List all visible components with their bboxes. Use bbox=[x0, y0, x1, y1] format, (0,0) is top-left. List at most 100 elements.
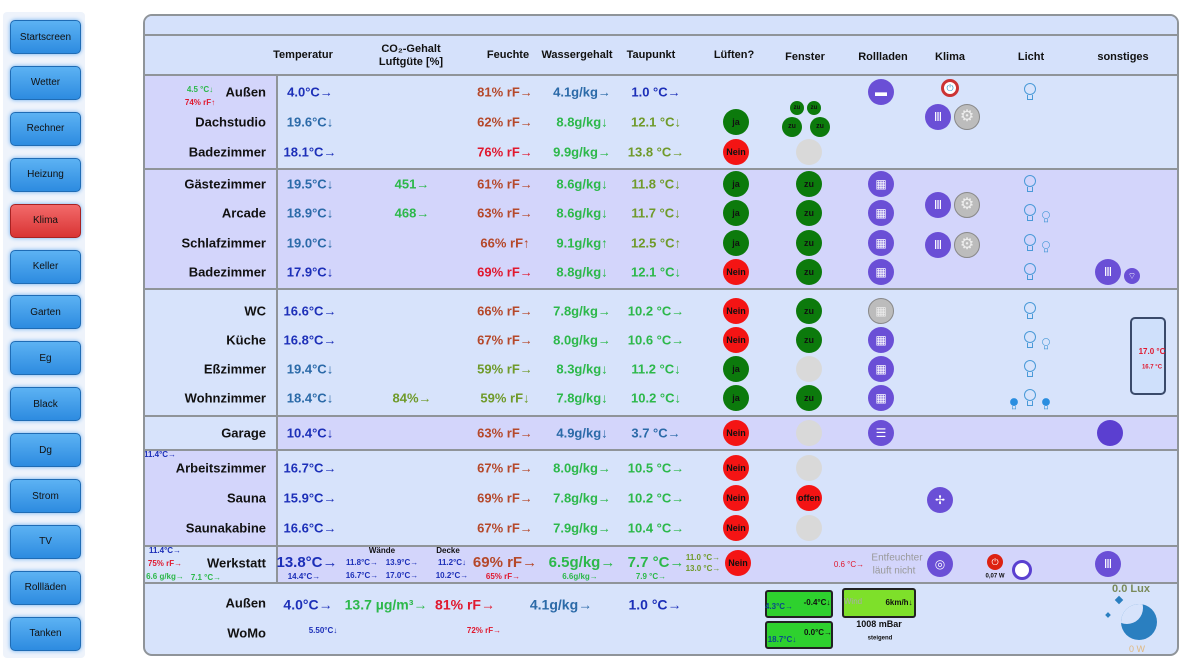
temperature-value: 16.6°C→ bbox=[283, 303, 337, 319]
garage-door-icon[interactable]: ☰ bbox=[868, 420, 894, 446]
nav-wetter[interactable]: Wetter bbox=[10, 65, 81, 100]
ventilate-indicator[interactable]: Nein bbox=[723, 139, 749, 165]
box-temp: 0.0°C→ bbox=[803, 628, 833, 637]
humidity-value: 69% rF→ bbox=[477, 490, 533, 506]
window-icon[interactable]: ▦ bbox=[868, 385, 894, 411]
ventilate-indicator[interactable]: ja bbox=[723, 356, 749, 382]
dehumidifier-icon[interactable]: ◎ bbox=[927, 551, 953, 577]
dewpoint-secondary: 7.9 °C→ bbox=[635, 572, 667, 581]
light-bulb-icon[interactable] bbox=[1024, 204, 1036, 222]
light-bulb-icon[interactable] bbox=[1024, 263, 1036, 281]
ventilate-indicator[interactable]: Nein bbox=[725, 550, 751, 576]
light-bulb-icon[interactable] bbox=[1042, 241, 1050, 253]
nav-rollläden[interactable]: Rollläden bbox=[10, 570, 81, 605]
workshop-side-value: 6.6 g/kg→ bbox=[146, 572, 184, 581]
nav-dg[interactable]: Dg bbox=[10, 433, 81, 468]
ventilate-indicator[interactable]: ja bbox=[723, 200, 749, 226]
light-bulb-icon[interactable] bbox=[1024, 389, 1036, 407]
gear-icon[interactable]: ⚙ bbox=[954, 104, 980, 130]
radiator-icon[interactable]: Ⅲ bbox=[925, 192, 951, 218]
humidity-value: 81% rF→ bbox=[477, 84, 533, 100]
temperature-value: 19.0°C↓ bbox=[286, 235, 334, 251]
wind-box[interactable] bbox=[842, 588, 916, 618]
ventilate-indicator[interactable]: ja bbox=[723, 230, 749, 256]
ventilate-indicator[interactable]: Nein bbox=[723, 420, 749, 446]
window-icon[interactable]: ▦ bbox=[868, 200, 894, 226]
light-bulb-icon[interactable] bbox=[1024, 331, 1036, 349]
temperature-value: 19.6°C↓ bbox=[286, 114, 334, 130]
dimmer-icon[interactable] bbox=[1012, 560, 1032, 580]
wind-label: Wind bbox=[843, 597, 863, 606]
nav-tv[interactable]: TV bbox=[10, 524, 81, 559]
window-grey-icon[interactable]: ▦ bbox=[868, 298, 894, 324]
gear-icon[interactable]: ⚙ bbox=[954, 232, 980, 258]
nav-strom[interactable]: Strom bbox=[10, 479, 81, 513]
ventilate-indicator[interactable]: ja bbox=[723, 385, 749, 411]
fan-icon[interactable]: ✢ bbox=[927, 487, 953, 513]
ventilate-indicator[interactable]: Nein bbox=[723, 485, 749, 511]
ventilate-indicator[interactable]: Nein bbox=[723, 259, 749, 285]
ventilate-indicator[interactable]: Nein bbox=[723, 455, 749, 481]
window-status: zu bbox=[796, 200, 822, 226]
fridge-widget[interactable] bbox=[1130, 317, 1166, 395]
header-co2-sub: Luftgüte [%] bbox=[378, 56, 444, 68]
window-icon[interactable]: ▦ bbox=[868, 327, 894, 353]
light-bulb-icon[interactable] bbox=[1042, 338, 1050, 350]
room-name: Saunakabine bbox=[185, 520, 266, 536]
dewpoint-value: 12.5 °C↑ bbox=[630, 235, 682, 251]
header-window: Fenster bbox=[785, 51, 825, 63]
outside-temp-small: 4.5 °C↓ bbox=[186, 85, 214, 94]
radiator-icon[interactable]: Ⅲ bbox=[1095, 551, 1121, 577]
window-icon[interactable]: ▦ bbox=[868, 259, 894, 285]
temperature-box[interactable] bbox=[765, 621, 833, 649]
light-bulb-icon[interactable] bbox=[1010, 398, 1018, 410]
room-name: Arcade bbox=[221, 205, 266, 221]
ventilate-indicator[interactable]: ja bbox=[723, 171, 749, 197]
water-content-value: 8.8g/kg↓ bbox=[556, 114, 608, 130]
radiator-icon[interactable]: Ⅲ bbox=[925, 232, 951, 258]
sidebar-nav: Startscreen Wetter Rechner Heizung Klima Kell… bbox=[3, 12, 85, 658]
ventilate-indicator[interactable]: Nein bbox=[723, 327, 749, 353]
plug-icon[interactable]: ⏻ bbox=[987, 554, 1003, 570]
signal-icon[interactable]: ⌔ bbox=[1124, 268, 1140, 284]
nav-keller[interactable]: Keller bbox=[10, 249, 81, 284]
toggle-icon[interactable] bbox=[1097, 420, 1123, 446]
outside-humidity-small: 74% rF↑ bbox=[184, 98, 216, 107]
light-bulb-icon[interactable] bbox=[1042, 398, 1050, 410]
nav-garten[interactable]: Garten bbox=[10, 295, 81, 330]
window-icon[interactable]: ▦ bbox=[868, 356, 894, 382]
humidity-value: 67% rF→ bbox=[477, 520, 533, 536]
shutter-icon[interactable]: ▬ bbox=[868, 79, 894, 105]
wind-value: 6km/h↓ bbox=[885, 598, 913, 607]
light-bulb-icon[interactable] bbox=[1024, 175, 1036, 193]
ventilate-indicator[interactable]: Nein bbox=[723, 515, 749, 541]
light-bulb-icon[interactable] bbox=[1024, 83, 1036, 101]
light-bulb-icon[interactable] bbox=[1042, 211, 1050, 223]
nav-rechner[interactable]: Rechner bbox=[10, 111, 81, 146]
nav-startscreen[interactable]: Startscreen bbox=[10, 20, 81, 54]
nav-eg[interactable]: Eg bbox=[10, 341, 81, 376]
delta-temp: 0.6 °C→ bbox=[833, 560, 865, 569]
co2-value: 451→ bbox=[394, 176, 430, 192]
room-name: Schlafzimmer bbox=[181, 235, 266, 251]
nav-heizung[interactable]: Heizung bbox=[10, 157, 81, 192]
light-bulb-icon[interactable] bbox=[1024, 234, 1036, 252]
radiator-icon[interactable]: Ⅲ bbox=[1095, 259, 1121, 285]
section-workshop bbox=[145, 547, 1177, 584]
nav-klima[interactable]: Klima bbox=[10, 203, 81, 238]
radiator-icon[interactable]: Ⅲ bbox=[925, 104, 951, 130]
window-status: zu bbox=[796, 385, 822, 411]
nav-black[interactable]: Black bbox=[10, 387, 81, 422]
ventilate-indicator[interactable]: ja bbox=[723, 109, 749, 135]
window-status: zu bbox=[810, 117, 830, 137]
ventilate-indicator[interactable]: Nein bbox=[723, 298, 749, 324]
window-icon[interactable]: ▦ bbox=[868, 171, 894, 197]
light-bulb-icon[interactable] bbox=[1024, 302, 1036, 320]
window-icon[interactable]: ▦ bbox=[868, 230, 894, 256]
light-bulb-icon[interactable] bbox=[1024, 360, 1036, 378]
gear-icon[interactable]: ⚙ bbox=[954, 192, 980, 218]
power-icon[interactable]: ⏻ bbox=[941, 79, 959, 97]
temperature-box[interactable] bbox=[765, 590, 833, 618]
nav-tanken[interactable]: Tanken bbox=[10, 616, 81, 651]
window-status bbox=[796, 420, 822, 446]
